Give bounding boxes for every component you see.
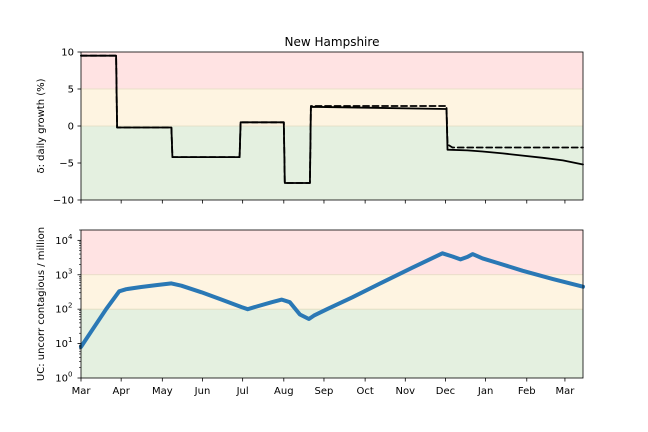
x-tick-label-7: Oct xyxy=(356,386,373,397)
x-tick-label-9: Dec xyxy=(436,386,455,397)
bottom-y-tick-label-1: 10 xyxy=(55,270,68,281)
top-y-tick-label-3: −5 xyxy=(59,159,74,170)
bottom-y-tick-exponent-4: 0 xyxy=(68,371,72,379)
bottom-series-line xyxy=(79,251,585,349)
bottom-y-axis-label: UC: uncorr contagious / million xyxy=(36,227,47,381)
bottom-band-2 xyxy=(81,309,583,378)
chart-title: New Hampshire xyxy=(285,35,380,49)
bottom-y-tick-label-0: 10 xyxy=(55,236,68,247)
bottom-y-tick-label-2: 10 xyxy=(55,305,68,316)
x-tick-label-6: Sep xyxy=(315,386,334,397)
top-y-tick-label-2: 0 xyxy=(68,122,74,133)
top-y-axis-label: δ: daily growth (%) xyxy=(36,78,47,173)
top-y-tick-label-1: 5 xyxy=(68,85,74,96)
x-tick-label-12: Mar xyxy=(555,386,575,397)
bottom-y-tick-label-3: 10 xyxy=(55,339,68,350)
bottom-y-tick-exponent-3: 1 xyxy=(68,336,72,344)
x-tick-label-10: Jan xyxy=(477,386,493,397)
top-band-0 xyxy=(81,52,583,89)
x-tick-label-1: Apr xyxy=(113,386,131,397)
top-y-tick-label-0: 10 xyxy=(61,48,74,59)
x-tick-label-11: Feb xyxy=(518,386,536,397)
x-tick-label-3: Jun xyxy=(194,386,211,397)
x-tick-label-5: Aug xyxy=(274,386,294,397)
x-tick-label-0: Mar xyxy=(72,386,92,397)
bottom-band-1 xyxy=(81,274,583,310)
top-y-tick-label-4: −10 xyxy=(53,196,74,207)
bottom-y-tick-exponent-0: 4 xyxy=(68,233,73,241)
bottom-band-0 xyxy=(81,230,583,275)
x-tick-label-2: May xyxy=(152,386,173,397)
x-tick-label-4: Jul xyxy=(236,386,249,397)
bottom-axes-frame xyxy=(80,229,584,379)
x-tick-label-8: Nov xyxy=(396,386,416,397)
bottom-y-tick-exponent-2: 2 xyxy=(68,302,72,310)
top-series-dashed xyxy=(80,54,584,184)
top-band-2 xyxy=(81,126,583,200)
bottom-y-tick-label-4: 10 xyxy=(55,374,68,385)
bottom-y-tick-exponent-1: 3 xyxy=(68,267,72,275)
